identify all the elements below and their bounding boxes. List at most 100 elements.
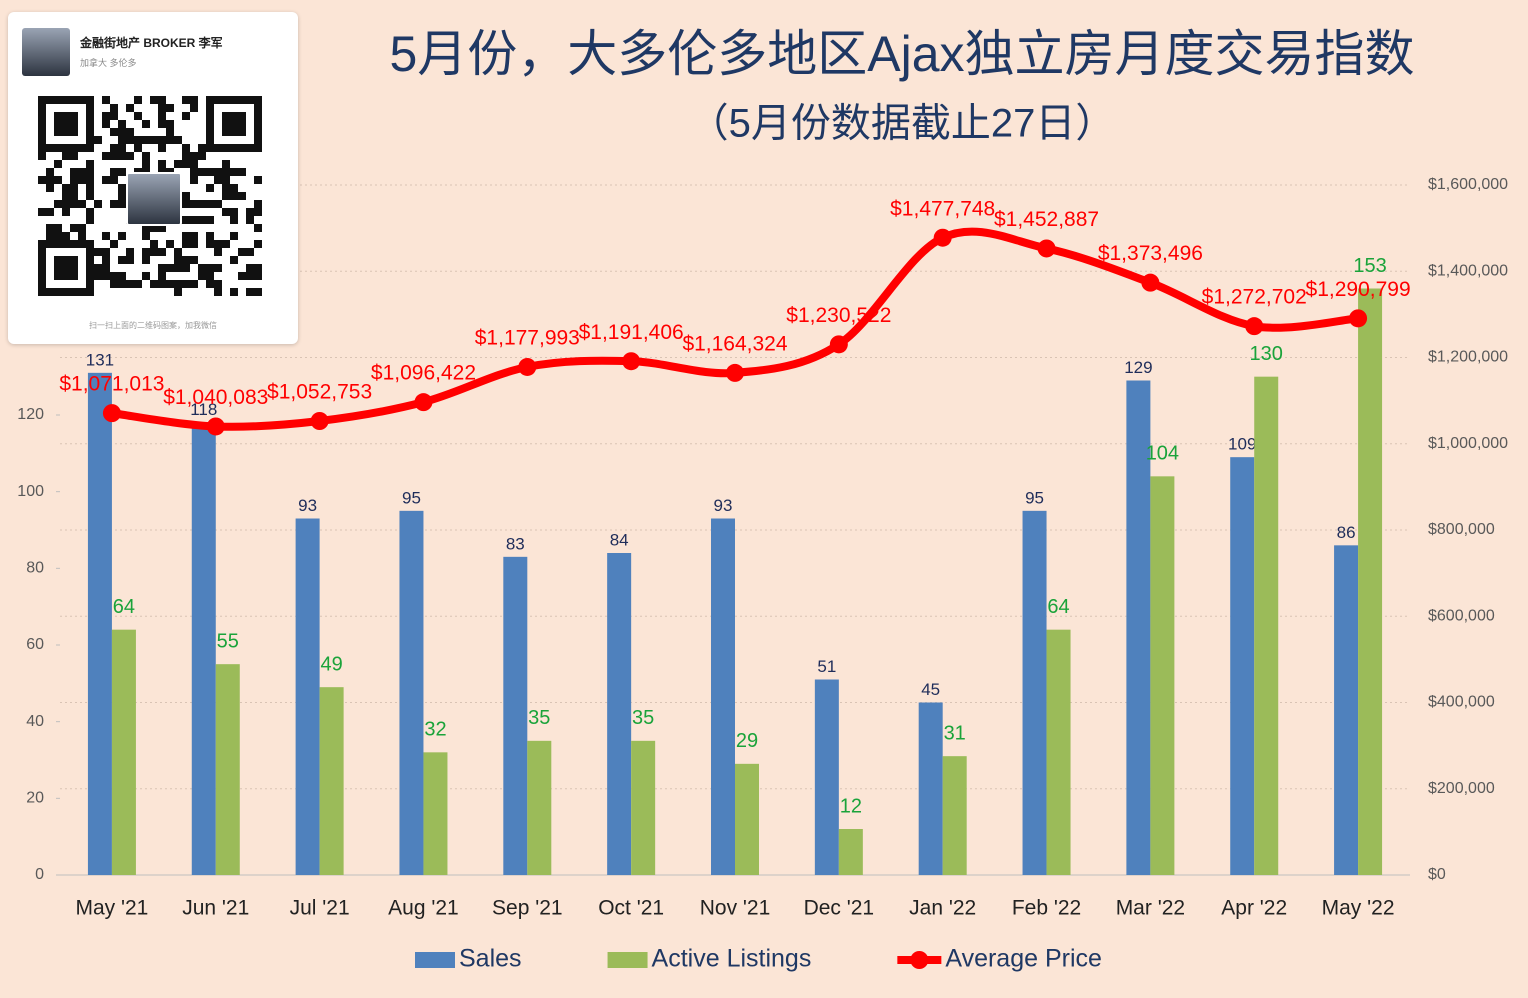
price-marker bbox=[1245, 317, 1264, 336]
bar bbox=[191, 422, 216, 875]
qr-cell bbox=[94, 136, 102, 144]
qr-cell bbox=[70, 168, 78, 176]
qr-cell bbox=[70, 200, 78, 208]
qr-cell bbox=[214, 168, 222, 176]
qr-cell bbox=[182, 192, 190, 200]
qr-cell bbox=[174, 160, 182, 168]
qr-cell bbox=[190, 160, 198, 168]
qr-cell bbox=[46, 208, 54, 216]
card-location: 加拿大 多伦多 bbox=[80, 58, 137, 68]
qr-cell bbox=[126, 136, 134, 144]
qr-cell bbox=[214, 176, 222, 184]
data-label: 93 bbox=[298, 496, 317, 515]
bar bbox=[1126, 380, 1151, 875]
card-caption: 扫一扫上面的二维码图案，加我微信 bbox=[89, 321, 217, 330]
qr-cell bbox=[118, 280, 126, 288]
qr-cell bbox=[182, 256, 190, 264]
bar bbox=[1022, 510, 1047, 875]
qr-cell bbox=[166, 280, 174, 288]
qr-cell bbox=[246, 248, 254, 256]
qr-cell bbox=[70, 152, 78, 160]
qr-cell bbox=[182, 264, 190, 272]
qr-cell bbox=[222, 160, 230, 168]
qr-cell bbox=[46, 224, 54, 232]
qr-cell bbox=[118, 152, 126, 160]
qr-cell bbox=[166, 136, 174, 144]
price-label: $1,052,753 bbox=[267, 381, 372, 404]
bar bbox=[111, 629, 136, 875]
data-label: 35 bbox=[632, 707, 654, 729]
qr-cell bbox=[190, 240, 198, 248]
qr-cell bbox=[102, 248, 110, 256]
qr-cell bbox=[142, 152, 150, 160]
x-tick-label: Dec '21 bbox=[804, 897, 875, 920]
qr-cell bbox=[102, 152, 110, 160]
qr-cell bbox=[102, 264, 110, 272]
bar bbox=[1358, 288, 1383, 875]
qr-cell bbox=[134, 144, 142, 152]
qr-cell bbox=[166, 240, 174, 248]
qr-cell bbox=[62, 200, 70, 208]
price-marker bbox=[726, 363, 744, 382]
qr-cell bbox=[54, 160, 62, 168]
qr-cell bbox=[174, 248, 182, 256]
qr-cell bbox=[158, 96, 166, 104]
data-label: 118 bbox=[190, 400, 217, 419]
qr-cell bbox=[126, 152, 134, 160]
qr-cell bbox=[46, 176, 54, 184]
data-label: 86 bbox=[1337, 523, 1356, 542]
qr-cell bbox=[246, 208, 254, 216]
qr-cell bbox=[214, 248, 222, 256]
qr-cell bbox=[86, 176, 94, 184]
bar bbox=[942, 756, 967, 875]
qr-cell bbox=[230, 216, 238, 224]
qr-cell bbox=[206, 232, 214, 240]
qr-cell bbox=[110, 104, 118, 112]
qr-cell bbox=[70, 176, 78, 184]
data-label: 84 bbox=[610, 530, 629, 549]
qr-avatar bbox=[126, 172, 182, 226]
qr-finder bbox=[38, 240, 94, 296]
qr-cell bbox=[142, 136, 150, 144]
bar bbox=[1254, 376, 1279, 875]
qr-cell bbox=[238, 248, 246, 256]
qr-cell bbox=[38, 176, 46, 184]
qr-cell bbox=[150, 96, 158, 104]
qr-cell bbox=[182, 216, 190, 224]
qr-cell bbox=[230, 288, 238, 296]
data-label: 35 bbox=[528, 707, 550, 729]
y2-tick-label: $400,000 bbox=[1428, 694, 1495, 711]
price-label: $1,071,013 bbox=[59, 373, 164, 396]
price-label: $1,373,496 bbox=[1098, 242, 1203, 265]
y-tick-label: 60 bbox=[26, 636, 44, 653]
qr-cell bbox=[230, 184, 238, 192]
bar bbox=[423, 752, 448, 875]
y-tick-label: 120 bbox=[17, 406, 44, 423]
bar bbox=[87, 372, 112, 875]
qr-cell bbox=[246, 264, 254, 272]
qr-cell bbox=[38, 152, 46, 160]
qr-cell bbox=[110, 144, 118, 152]
x-tick-label: Aug '21 bbox=[388, 897, 459, 920]
price-marker bbox=[1037, 239, 1056, 258]
qr-cell bbox=[254, 288, 262, 296]
qr-cell bbox=[206, 200, 214, 208]
qr-cell bbox=[62, 152, 70, 160]
chart-title: 5月份，大多伦多地区Ajax独立房月度交易指数 bbox=[389, 26, 1414, 82]
qr-cell bbox=[126, 248, 134, 256]
qr-cell bbox=[174, 256, 182, 264]
qr-cell bbox=[238, 168, 246, 176]
qr-cell bbox=[190, 176, 198, 184]
qr-cell bbox=[70, 224, 78, 232]
bar bbox=[607, 553, 632, 875]
data-label: 95 bbox=[402, 488, 421, 507]
qr-cell bbox=[54, 224, 62, 232]
qr-cell bbox=[142, 160, 150, 168]
qr-cell bbox=[190, 104, 198, 112]
bar bbox=[503, 556, 528, 875]
legend-label: Active Listings bbox=[652, 945, 812, 973]
qr-cell bbox=[70, 192, 78, 200]
qr-cell bbox=[182, 200, 190, 208]
qr-cell bbox=[158, 136, 166, 144]
bar bbox=[1150, 476, 1175, 875]
